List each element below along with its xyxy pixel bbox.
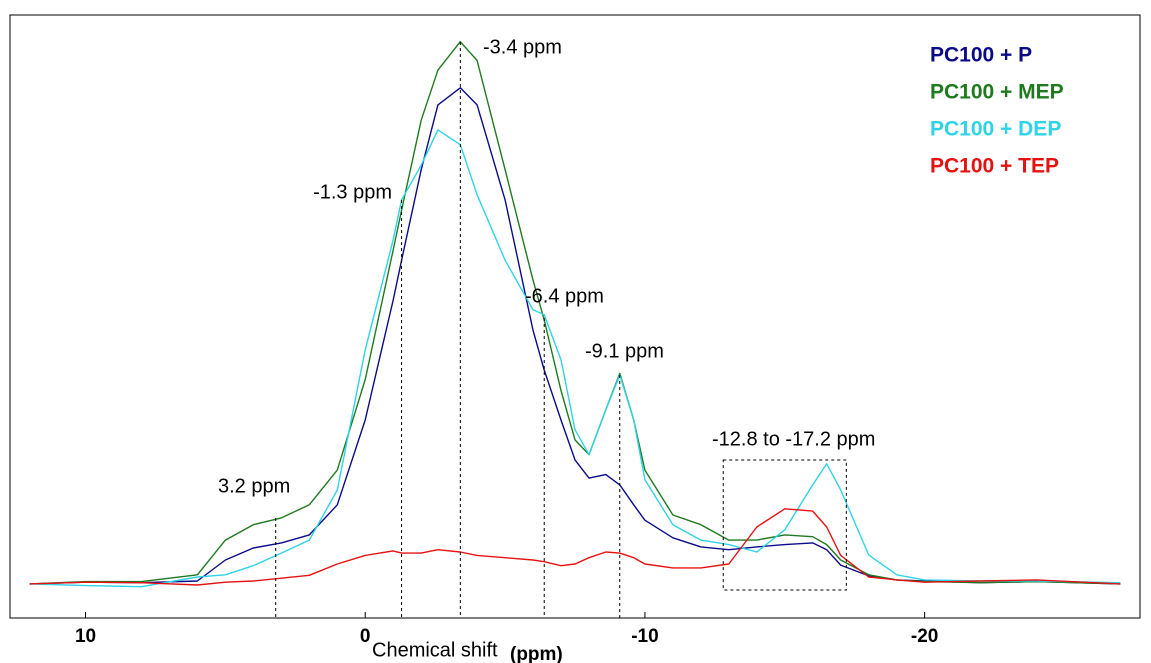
annotation: -9.1 ppm xyxy=(585,340,664,362)
legend-label: PC100 + DEP xyxy=(930,118,1061,141)
x-axis-unit: (ppm) xyxy=(510,644,563,663)
series-line xyxy=(29,41,1121,585)
annotation: 3.2 ppm xyxy=(218,475,290,497)
legend-label: PC100 + TEP xyxy=(930,155,1059,178)
annotation: -3.4 ppm xyxy=(483,36,562,58)
x-tick-label: -20 xyxy=(911,626,938,647)
annotation: -1.3 ppm xyxy=(313,181,392,203)
x-tick-label: 0 xyxy=(360,626,371,647)
plot-frame xyxy=(9,14,1141,619)
annotation: -12.8 to -17.2 ppm xyxy=(712,428,875,450)
series-line xyxy=(29,87,1121,585)
x-tick-label: -10 xyxy=(631,626,658,647)
series-line xyxy=(29,129,1121,588)
annotation: -6.4 ppm xyxy=(525,285,604,307)
x-tick-label: 10 xyxy=(75,626,96,647)
legend-label: PC100 + P xyxy=(930,44,1032,67)
x-axis-label: Chemical shift xyxy=(372,639,498,661)
legend-label: PC100 + MEP xyxy=(930,81,1064,104)
series-line xyxy=(29,508,1121,586)
annotation-box xyxy=(722,459,847,591)
